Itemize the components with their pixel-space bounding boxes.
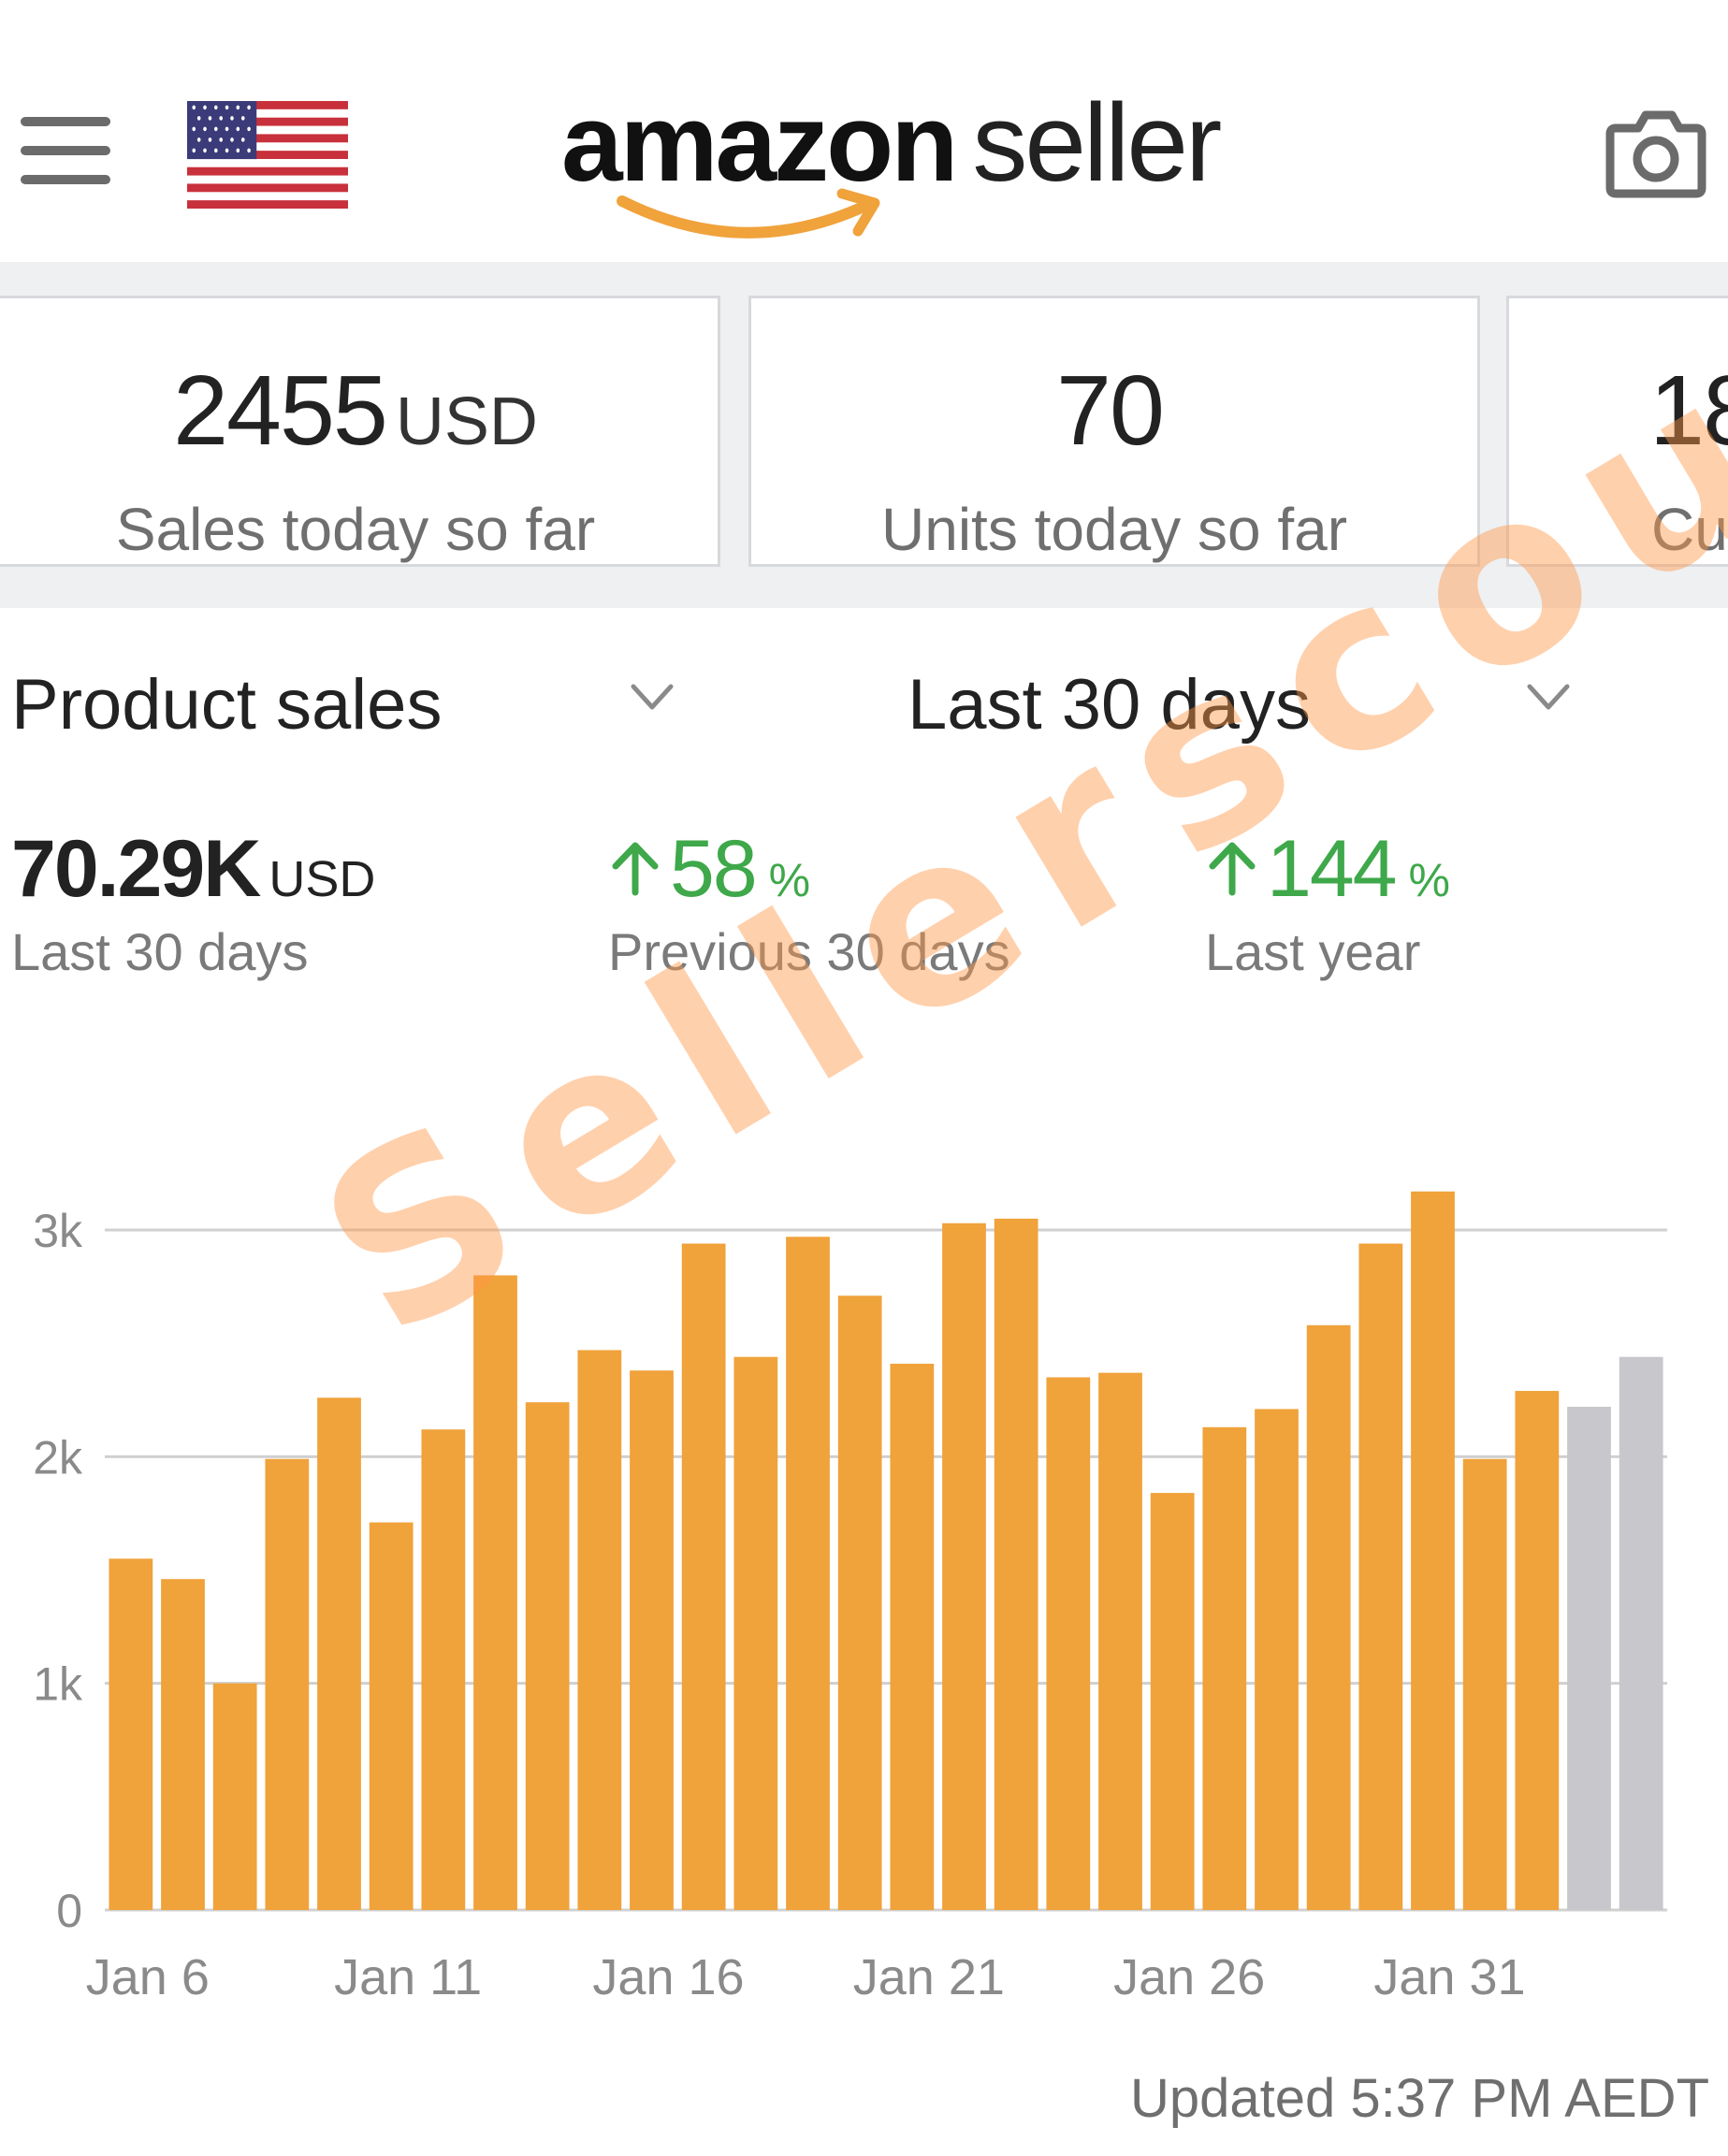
menu-icon[interactable] <box>21 117 110 184</box>
chevron-down-icon <box>631 684 674 710</box>
x-tick-label: Jan 26 <box>1113 1949 1265 2005</box>
bar-jan-17 <box>681 1243 726 1910</box>
summary-total-value: 70.29K USD <box>11 824 376 914</box>
bar-jan-11 <box>369 1522 414 1910</box>
metric-dropdown[interactable]: Product sales <box>11 664 685 758</box>
logo-brand: amazon <box>561 81 958 205</box>
bar-jan-24 <box>1046 1377 1091 1910</box>
bar-jan-14 <box>525 1402 570 1910</box>
summary-last-year: 144% Last year <box>1205 823 1450 982</box>
bar-jan-16 <box>630 1370 674 1910</box>
last-updated-text: Updated 5:37 PM AEDT <box>1130 2068 1709 2129</box>
stat-label: Cu <box>1651 496 1728 563</box>
app-header: amazon seller <box>0 0 1728 262</box>
summary-prev-period: 58% Previous 30 days <box>608 823 1010 982</box>
y-tick-label: 3k <box>33 1205 83 1257</box>
x-tick-label: Jan 31 <box>1373 1949 1525 2005</box>
bar-jan-28 <box>1255 1409 1299 1910</box>
bar-jan-15 <box>577 1350 622 1910</box>
bar-jan-30 <box>1358 1243 1403 1910</box>
bar-feb-4 <box>1619 1356 1663 1910</box>
bar-jan-22 <box>942 1223 986 1910</box>
us-flag-icon[interactable] <box>187 101 348 209</box>
stat-label: Units today so far <box>881 496 1347 563</box>
chevron-down-icon <box>1527 684 1570 710</box>
summary-total: 70.29K USD Last 30 days <box>11 823 375 982</box>
bar-feb-1 <box>1462 1458 1507 1910</box>
amazon-seller-logo: amazon seller <box>561 80 1222 239</box>
bar-jan-31 <box>1411 1191 1455 1910</box>
date-range-dropdown-label: Last 30 days <box>908 665 1311 745</box>
bar-jan-25 <box>1098 1372 1142 1910</box>
x-tick-label: Jan 21 <box>853 1949 1005 2005</box>
stat-card-units[interactable]: 70 Units today so far <box>748 296 1480 567</box>
y-tick-label: 0 <box>56 1885 82 1937</box>
bar-jan-6 <box>109 1558 153 1910</box>
stat-card-sales[interactable]: 2455 USD Sales today so far <box>0 296 720 567</box>
arrow-up-icon <box>612 842 659 896</box>
bar-jan-20 <box>837 1295 882 1910</box>
bar-jan-19 <box>786 1237 830 1910</box>
summary-year-label: Last year <box>1205 922 1421 981</box>
arrow-up-icon <box>1209 842 1256 896</box>
bar-jan-7 <box>161 1579 205 1910</box>
amazon-smile-icon <box>617 188 880 239</box>
stat-value: 70 <box>1056 355 1165 466</box>
summary-prev-label: Previous 30 days <box>608 922 1010 981</box>
y-tick-label: 2k <box>33 1431 83 1483</box>
bar-jan-10 <box>317 1397 361 1910</box>
daily-sales-bar-chart: 0 1k 2k 3k Jan 6 Jan 11 Jan 16 Jan 21 Jan 26 Jan … <box>33 1191 1667 2005</box>
stat-value: 18 <box>1649 355 1728 466</box>
summary-total-label: Last 30 days <box>11 922 309 981</box>
bar-jan-27 <box>1202 1426 1247 1910</box>
y-tick-label: 1k <box>33 1658 83 1711</box>
x-tick-label: Jan 6 <box>86 1949 210 2005</box>
x-tick-label: Jan 11 <box>334 1949 482 2005</box>
summary-prev-pct: 58% <box>608 823 1010 916</box>
bar-jan-13 <box>473 1275 517 1910</box>
bar-jan-26 <box>1150 1493 1195 1910</box>
summary-year-pct: 144% <box>1205 823 1450 916</box>
metric-dropdown-label: Product sales <box>11 665 443 745</box>
x-tick-label: Jan 16 <box>592 1949 744 2005</box>
bar-feb-2 <box>1515 1391 1560 1910</box>
today-stats-strip: 2455 USD Sales today so far 70 Units toda… <box>0 262 1728 608</box>
logo-product: seller <box>972 81 1222 205</box>
date-range-dropdown[interactable]: Last 30 days <box>908 664 1581 758</box>
bar-jan-9 <box>265 1458 310 1910</box>
bar-jan-12 <box>421 1429 466 1910</box>
bar-jan-8 <box>212 1683 257 1910</box>
stat-value: 2455 USD <box>173 355 538 466</box>
bar-jan-21 <box>890 1363 935 1910</box>
bar-feb-3 <box>1567 1407 1611 1910</box>
bar-jan-23 <box>994 1218 1038 1910</box>
bar-jan-18 <box>733 1356 778 1910</box>
stat-card-third[interactable]: 18 Cu <box>1506 296 1728 567</box>
camera-icon[interactable] <box>1605 98 1707 201</box>
stat-label: Sales today so far <box>115 496 596 563</box>
bar-jan-29 <box>1306 1324 1351 1910</box>
